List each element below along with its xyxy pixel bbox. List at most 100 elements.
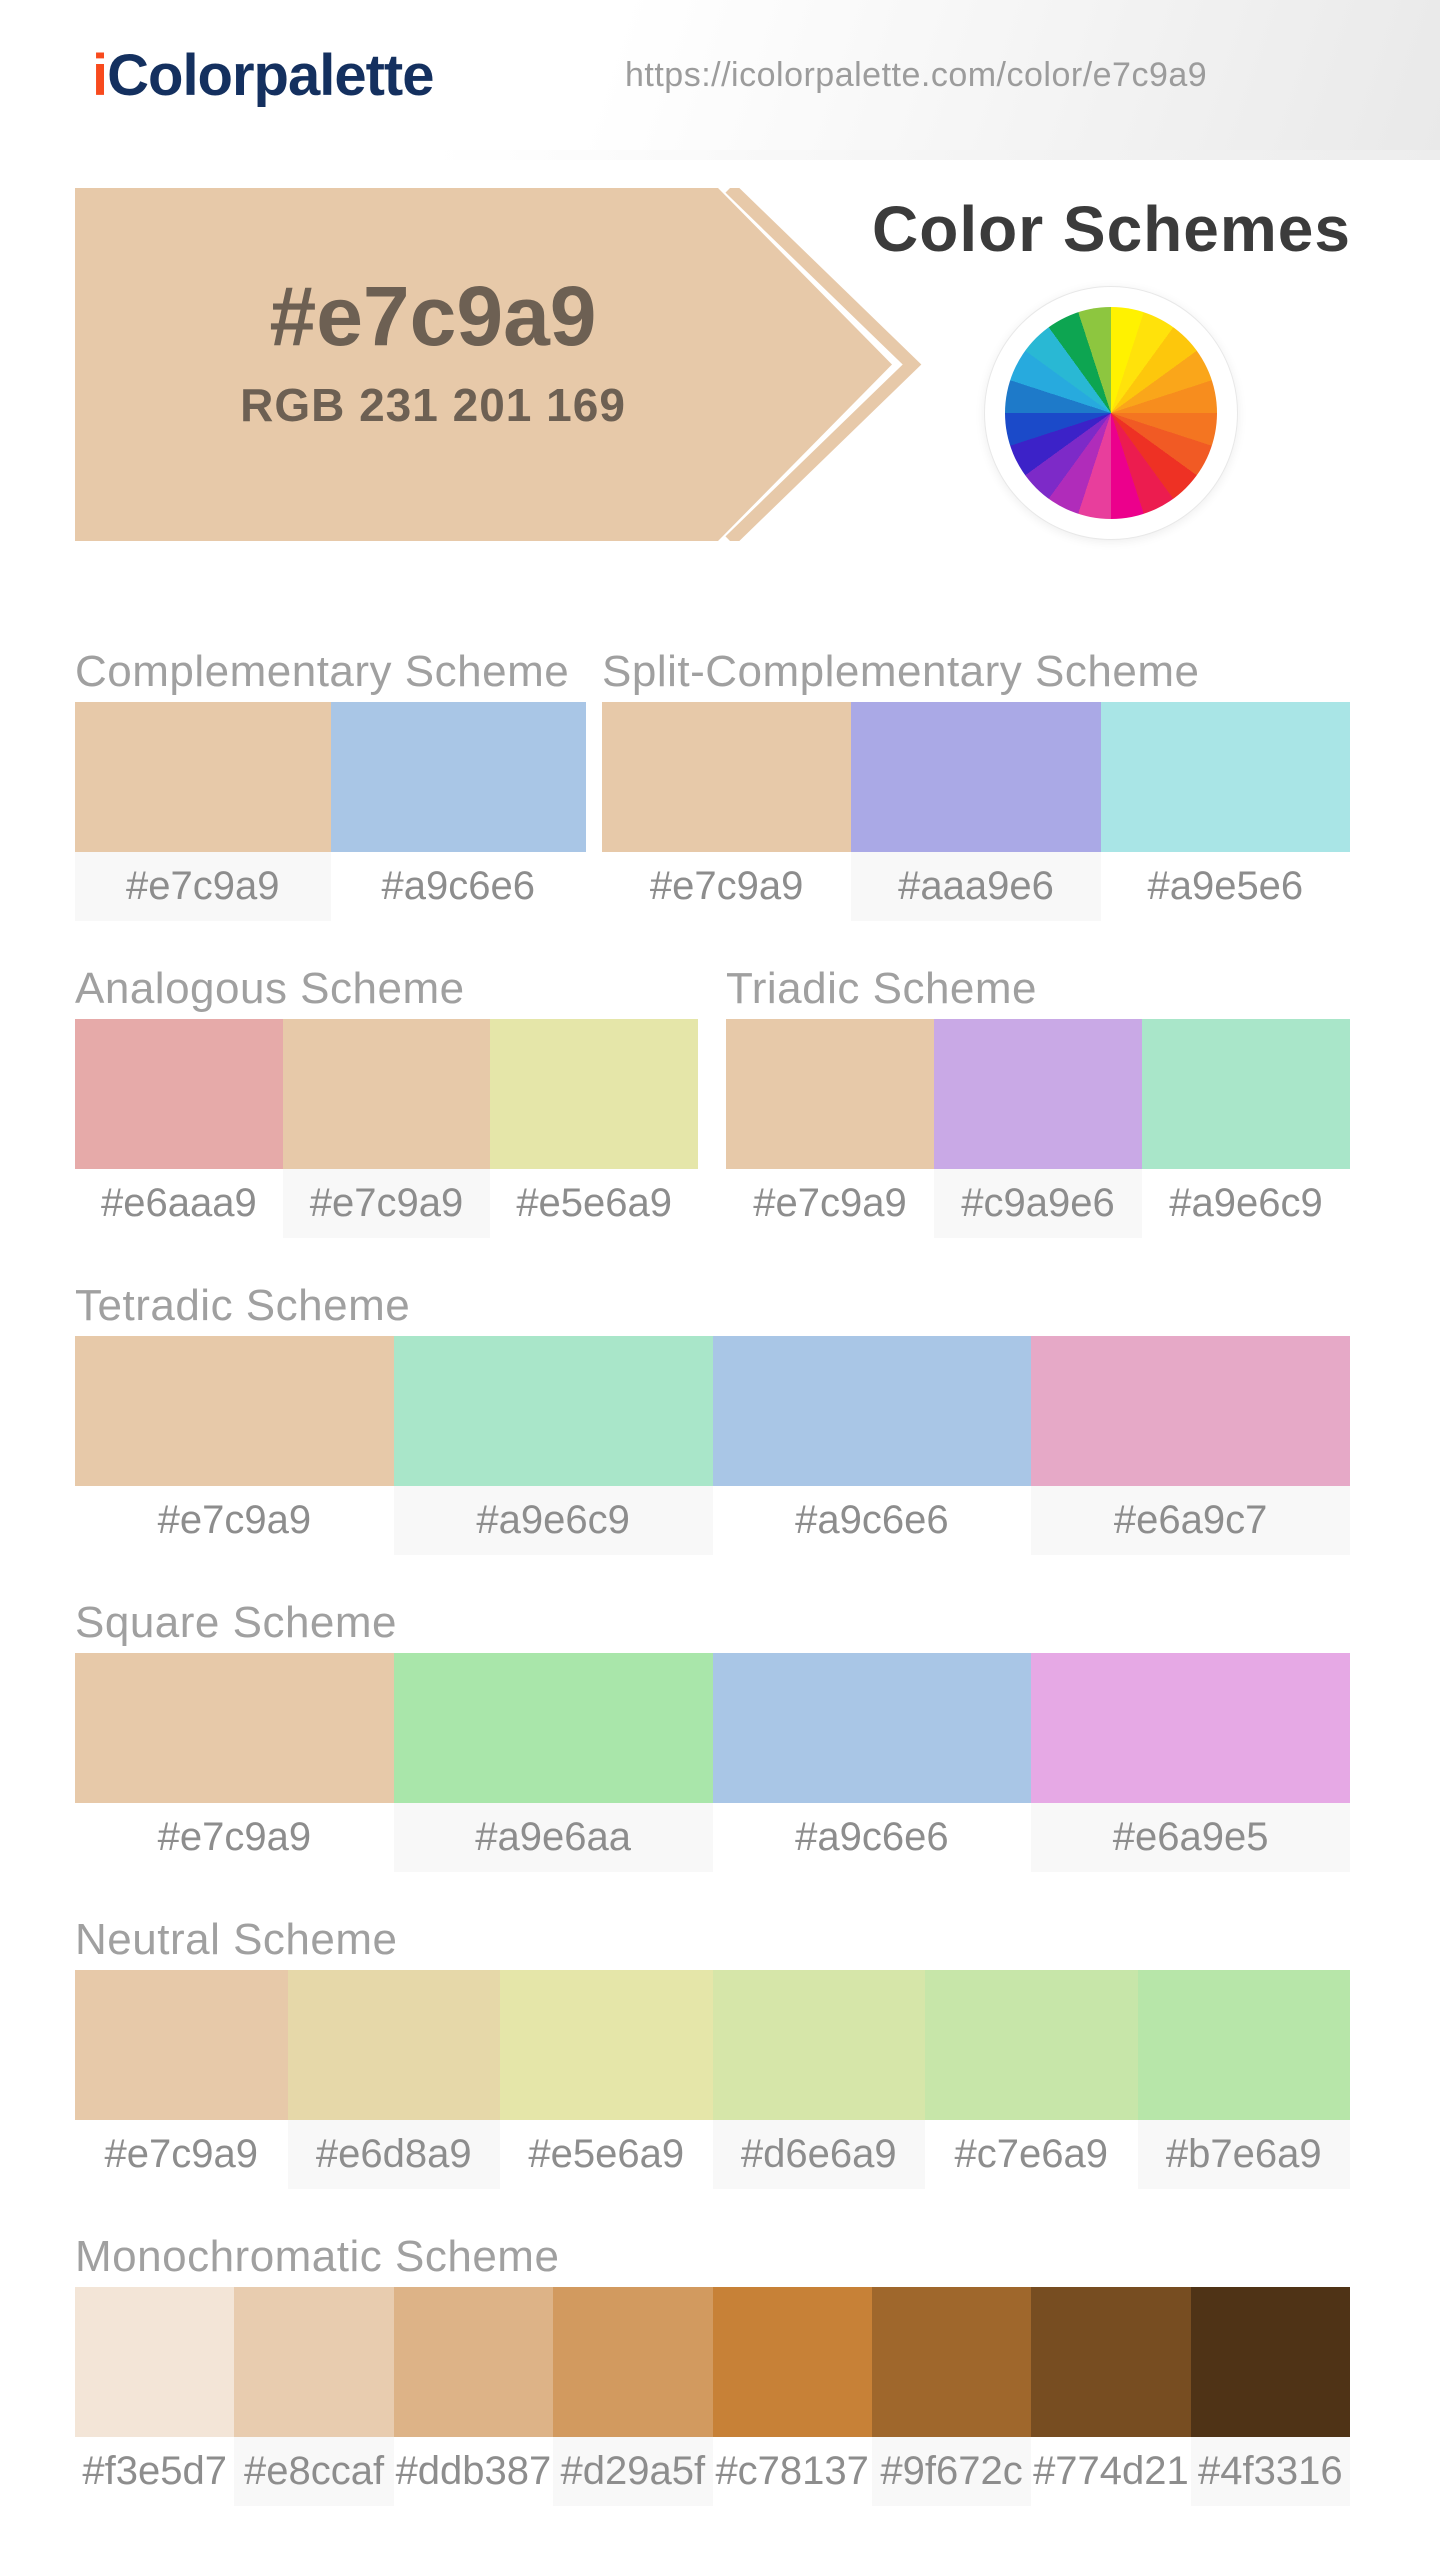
color-swatch[interactable]	[282, 1019, 491, 1169]
swatch-row	[726, 1019, 1350, 1169]
scheme-title: Monochromatic Scheme	[75, 2232, 560, 2281]
hex-label[interactable]: #e7c9a9	[75, 1486, 394, 1555]
hex-label[interactable]: #a9c6e6	[330, 852, 586, 921]
scheme-title: Triadic Scheme	[726, 964, 1038, 1013]
color-swatch[interactable]	[712, 1336, 1032, 1486]
color-swatch[interactable]	[712, 1970, 925, 2120]
hex-label[interactable]: #ddb387	[393, 2437, 554, 2506]
hex-label[interactable]: #e8ccaf	[234, 2437, 394, 2506]
hex-label[interactable]: #b7e6a9	[1137, 2120, 1350, 2189]
color-schemes-title: Color Schemes	[872, 193, 1351, 265]
hex-label[interactable]: #4f3316	[1190, 2437, 1350, 2506]
hex-label[interactable]: #9f672c	[871, 2437, 1032, 2506]
color-swatch[interactable]	[712, 1653, 1032, 1803]
hex-label[interactable]: #d6e6a9	[712, 2120, 925, 2189]
color-swatch[interactable]	[490, 1019, 699, 1169]
scheme-rows: Complementary Scheme #e7c9a9 #a9c6e6 Split-…	[75, 648, 1350, 2550]
hex-label[interactable]: #e6aaa9	[75, 1169, 283, 1238]
color-swatch[interactable]	[287, 1970, 500, 2120]
color-swatch[interactable]	[234, 2287, 394, 2437]
color-swatch[interactable]	[602, 702, 852, 852]
hex-label[interactable]: #a9e6c9	[1142, 1169, 1350, 1238]
color-swatch[interactable]	[75, 1336, 394, 1486]
color-swatch[interactable]	[934, 1019, 1142, 1169]
hex-label[interactable]: #e6a9c7	[1031, 1486, 1350, 1555]
color-swatch[interactable]	[1031, 2287, 1191, 2437]
scheme-title: Analogous Scheme	[75, 964, 465, 1013]
swatch-row	[75, 1970, 1350, 2120]
swatch-row	[75, 1336, 1350, 1486]
color-swatch[interactable]	[330, 702, 586, 852]
color-swatch[interactable]	[75, 1970, 288, 2120]
scheme-section: Complementary Scheme #e7c9a9 #a9c6e6	[75, 648, 586, 921]
scheme-section: Neutral Scheme #e7c9a9 #e6d8a9 #e5e6a9 #d6e6…	[75, 1916, 1350, 2189]
scheme-section: Square Scheme #e7c9a9 #a9e6aa #a9c6e6 #e6a9e…	[75, 1599, 1350, 1872]
scheme-row: Monochromatic Scheme #f3e5d7 #e8ccaf #ddb38…	[75, 2233, 1350, 2506]
color-swatch[interactable]	[851, 702, 1101, 852]
color-swatch[interactable]	[871, 2287, 1032, 2437]
hex-label[interactable]: #e6d8a9	[287, 2120, 500, 2189]
color-swatch[interactable]	[553, 2287, 713, 2437]
logo-letter-i: i	[92, 42, 108, 108]
color-swatch[interactable]	[1100, 702, 1350, 852]
color-swatch[interactable]	[1031, 1653, 1350, 1803]
scheme-title: Split-Complementary Scheme	[602, 647, 1200, 696]
hex-label[interactable]: #e7c9a9	[75, 2120, 288, 2189]
hex-label[interactable]: #a9c6e6	[712, 1803, 1032, 1872]
scheme-row: Neutral Scheme #e7c9a9 #e6d8a9 #e5e6a9 #d6e6…	[75, 1916, 1350, 2189]
hex-label[interactable]: #c9a9e6	[934, 1169, 1142, 1238]
hex-label[interactable]: #a9e5e6	[1100, 852, 1350, 921]
color-swatch[interactable]	[1190, 2287, 1350, 2437]
color-swatch[interactable]	[925, 1970, 1138, 2120]
color-swatch[interactable]	[712, 2287, 872, 2437]
hex-label[interactable]: #f3e5d7	[75, 2437, 235, 2506]
hex-label[interactable]: #a9e6c9	[393, 1486, 713, 1555]
hex-label[interactable]: #d29a5f	[553, 2437, 713, 2506]
hex-label[interactable]: #c78137	[712, 2437, 872, 2506]
hex-label[interactable]: #e6a9e5	[1031, 1803, 1350, 1872]
page-url[interactable]: https://icolorpalette.com/color/e7c9a9	[625, 56, 1208, 94]
color-swatch[interactable]	[1137, 1970, 1350, 2120]
scheme-row: Square Scheme #e7c9a9 #a9e6aa #a9c6e6 #e6a9e…	[75, 1599, 1350, 1872]
hex-label[interactable]: #a9c6e6	[712, 1486, 1032, 1555]
scheme-row: Analogous Scheme #e6aaa9 #e7c9a9 #e5e6a9 Tri…	[75, 965, 1350, 1238]
color-swatch[interactable]	[500, 1970, 713, 2120]
hex-label[interactable]: #aaa9e6	[851, 852, 1101, 921]
scheme-title: Square Scheme	[75, 1598, 398, 1647]
scheme-section: Monochromatic Scheme #f3e5d7 #e8ccaf #ddb38…	[75, 2233, 1350, 2506]
hex-label[interactable]: #e7c9a9	[602, 852, 852, 921]
hex-label[interactable]: #e7c9a9	[75, 1803, 394, 1872]
color-swatch[interactable]	[75, 1019, 283, 1169]
color-swatch[interactable]	[1031, 1336, 1350, 1486]
color-banner: #e7c9a9 RGB 231 201 169	[75, 188, 935, 541]
hex-label-row: #e7c9a9 #a9e6c9 #a9c6e6 #e6a9c7	[75, 1486, 1350, 1555]
hex-label[interactable]: #a9e6aa	[393, 1803, 713, 1872]
color-swatch[interactable]	[393, 2287, 554, 2437]
color-swatch[interactable]	[75, 702, 331, 852]
color-swatch[interactable]	[726, 1019, 934, 1169]
hex-label[interactable]: #e7c9a9	[726, 1169, 934, 1238]
scheme-section: Tetradic Scheme #e7c9a9 #a9e6c9 #a9c6e6 #e6a…	[75, 1282, 1350, 1555]
color-swatch[interactable]	[75, 2287, 235, 2437]
scheme-row: Tetradic Scheme #e7c9a9 #a9e6c9 #a9c6e6 #e6a…	[75, 1282, 1350, 1555]
hex-label[interactable]: #774d21	[1031, 2437, 1191, 2506]
hex-label[interactable]: #c7e6a9	[925, 2120, 1138, 2189]
color-wheel-icon	[1005, 307, 1217, 519]
hex-label[interactable]: #e7c9a9	[75, 852, 331, 921]
hex-label-row: #f3e5d7 #e8ccaf #ddb387 #d29a5f #c78137 #9f67…	[75, 2437, 1350, 2506]
site-logo[interactable]: i Colorpalette	[92, 0, 435, 150]
hex-label-row: #e7c9a9 #a9e6aa #a9c6e6 #e6a9e5	[75, 1803, 1350, 1872]
swatch-row	[75, 1653, 1350, 1803]
color-swatch[interactable]	[393, 1336, 713, 1486]
header: i Colorpalette https://icolorpalette.com/…	[0, 0, 1440, 160]
color-swatch[interactable]	[75, 1653, 394, 1803]
swatch-row	[75, 2287, 1350, 2437]
color-wheel-ring	[984, 286, 1238, 540]
color-swatch[interactable]	[1142, 1019, 1350, 1169]
hex-label[interactable]: #e7c9a9	[282, 1169, 491, 1238]
color-swatch[interactable]	[393, 1653, 713, 1803]
hex-label[interactable]: #e5e6a9	[500, 2120, 713, 2189]
hex-label-row: #e7c9a9 #e6d8a9 #e5e6a9 #d6e6a9 #c7e6a9 #b7e6…	[75, 2120, 1350, 2189]
hex-label[interactable]: #e5e6a9	[490, 1169, 699, 1238]
